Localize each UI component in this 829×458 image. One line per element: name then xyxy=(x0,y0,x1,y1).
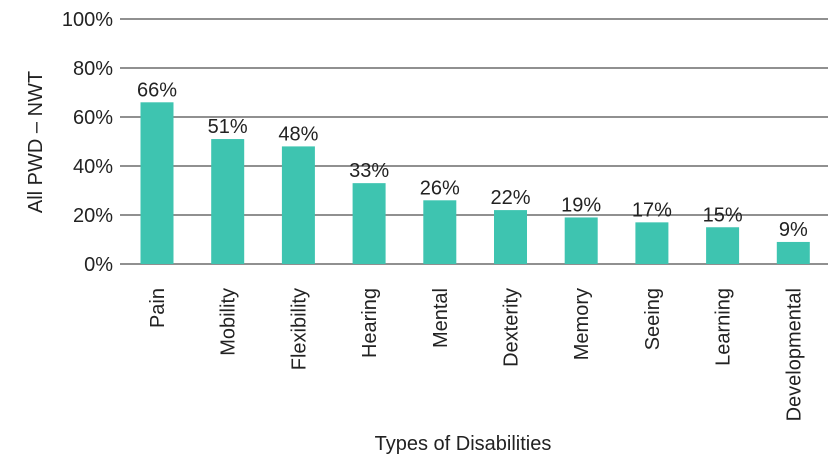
bar xyxy=(423,200,457,264)
bar xyxy=(494,210,527,264)
y-tick-label: 60% xyxy=(73,107,113,129)
bar xyxy=(211,139,245,264)
y-tick-label: 0% xyxy=(84,254,113,276)
data-label: 51% xyxy=(208,116,248,138)
x-axis-title: Types of Disabilities xyxy=(375,433,552,455)
data-label: 66% xyxy=(137,79,177,101)
data-label: 22% xyxy=(490,187,530,209)
category-labels: Pain Mobility Flexibility Hearing Mental Dext… xyxy=(147,288,805,421)
y-tick-label: 100% xyxy=(62,9,113,31)
category-label: Developmental xyxy=(783,288,805,421)
data-label: 15% xyxy=(703,204,743,226)
category-label: Memory xyxy=(571,288,593,360)
category-label: Pain xyxy=(147,288,169,328)
bar xyxy=(281,146,315,264)
category-label: Learning xyxy=(713,288,735,366)
category-label: Mobility xyxy=(218,288,240,356)
data-label: 9% xyxy=(779,219,808,241)
y-axis-tick-labels: 0% 20% 40% 60% 80% 100% xyxy=(62,9,113,276)
bars xyxy=(140,102,810,264)
bar xyxy=(776,241,810,264)
data-label: 48% xyxy=(278,123,318,145)
bar xyxy=(140,102,174,264)
y-tick-label: 80% xyxy=(73,58,113,80)
bar xyxy=(564,217,598,264)
y-tick-label: 40% xyxy=(73,156,113,178)
data-label: 26% xyxy=(420,177,460,199)
bar xyxy=(352,183,386,264)
data-label: 17% xyxy=(632,199,672,221)
bar xyxy=(635,222,669,264)
category-label: Flexibility xyxy=(288,288,310,370)
y-tick-label: 20% xyxy=(73,205,113,227)
data-label: 33% xyxy=(349,160,389,182)
category-label: Dexterity xyxy=(501,288,523,367)
category-label: Seeing xyxy=(642,288,664,350)
category-label: Mental xyxy=(430,288,452,348)
y-axis-title: All PWD – NWT xyxy=(25,71,47,213)
bar xyxy=(706,227,740,264)
category-label: Hearing xyxy=(359,288,381,358)
data-label: 19% xyxy=(561,194,601,216)
data-labels: 66% 51% 48% 33% 26% 22% 19% 17% 15% 9% xyxy=(137,79,808,241)
